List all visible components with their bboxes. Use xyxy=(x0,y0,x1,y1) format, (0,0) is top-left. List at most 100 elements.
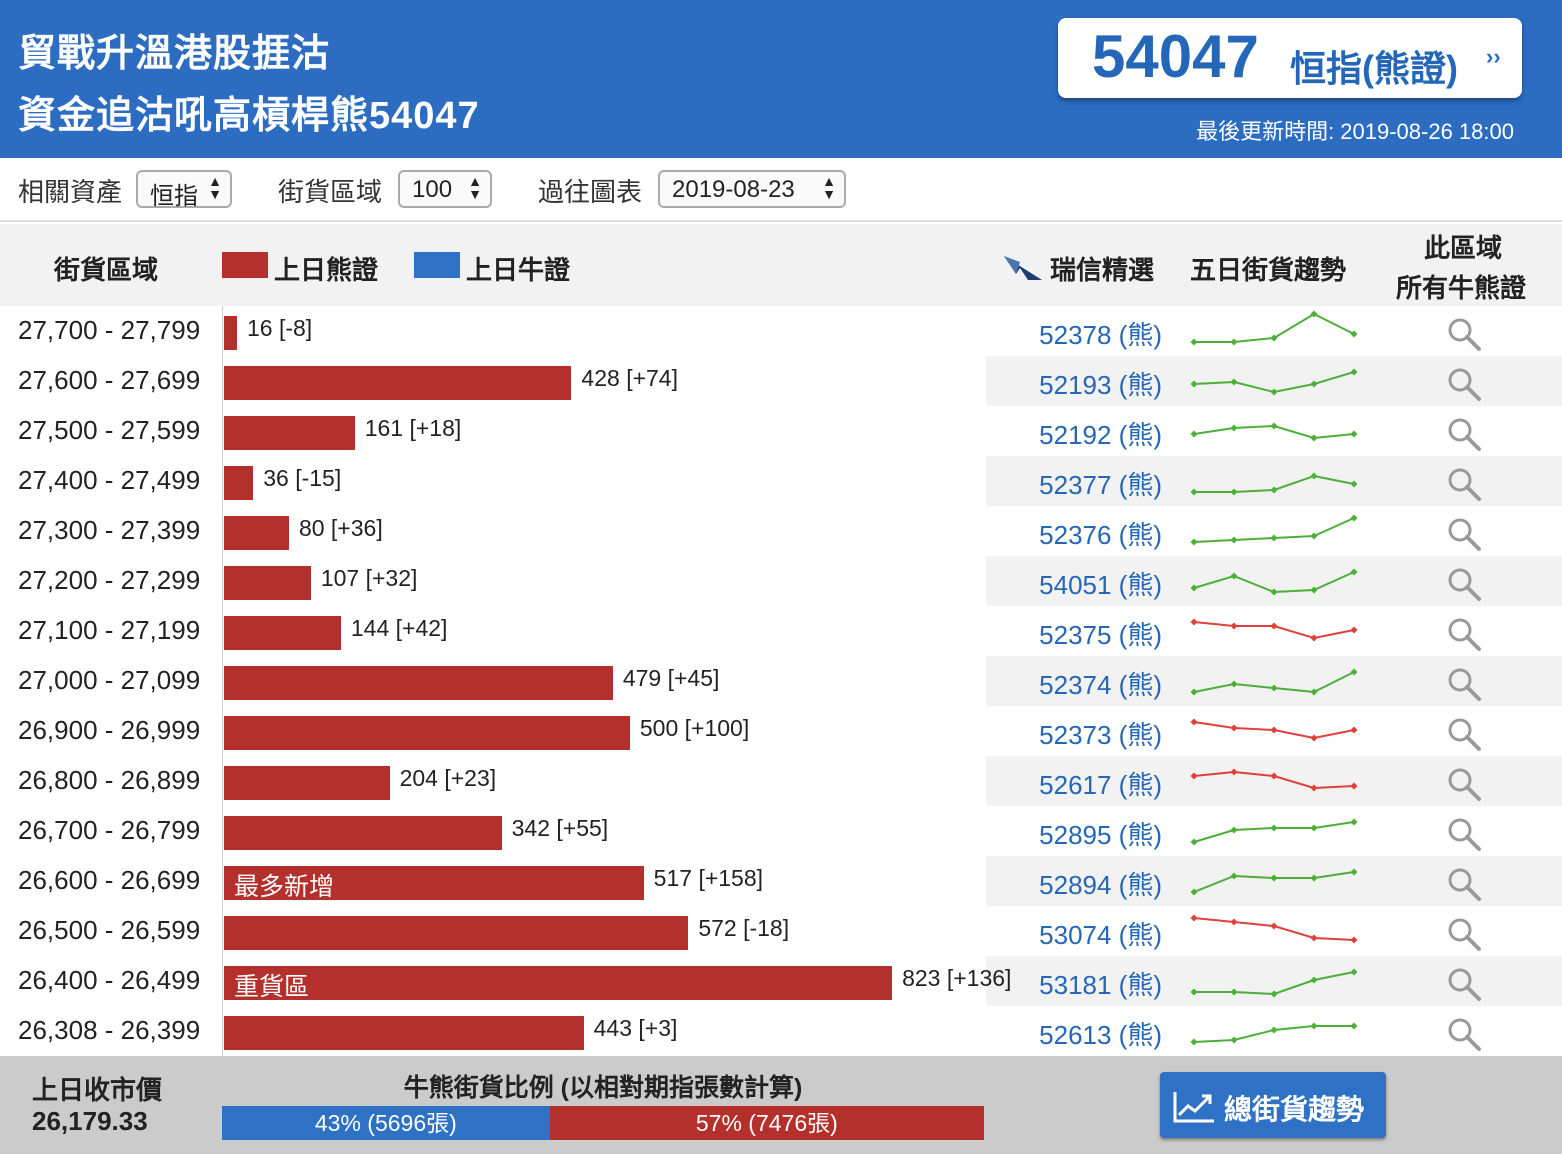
bear-legend-label: 上日熊證 xyxy=(274,255,379,285)
sparkline-point xyxy=(1230,338,1238,346)
headline-subtitle: 資金追沽吼高槓桿熊54047 xyxy=(18,95,480,137)
bar-value-label: 517 [+158] xyxy=(654,865,763,892)
chart-date-select[interactable]: 2019-08-23 ▲ ▼ xyxy=(658,170,846,208)
bar-tag-label: 最多新增 xyxy=(234,873,335,901)
sparkline-point xyxy=(1350,968,1358,976)
warrant-code-link[interactable]: 52613 (熊) xyxy=(1039,1020,1162,1050)
warrant-code-link[interactable]: 52895 (熊) xyxy=(1039,820,1162,850)
warrant-code-link[interactable]: 54051 (熊) xyxy=(1039,570,1162,600)
total-trend-button[interactable]: 總街貨趨勢 xyxy=(1160,1072,1386,1138)
bear-bar xyxy=(224,816,502,850)
sparkline-point xyxy=(1190,1038,1198,1046)
warrant-code-link[interactable]: 52192 (熊) xyxy=(1039,420,1162,450)
search-icon[interactable] xyxy=(1446,866,1482,902)
bar-value: 428 xyxy=(581,365,620,391)
sparkline-point xyxy=(1230,724,1238,732)
warrant-code-link[interactable]: 52373 (熊) xyxy=(1039,720,1162,750)
trend-sparkline xyxy=(1190,768,1358,792)
warrant-code-link[interactable]: 52375 (熊) xyxy=(1039,620,1162,650)
sparkline-point xyxy=(1310,784,1318,792)
sparkline-point xyxy=(1230,872,1238,880)
table-row: 27,200 - 27,299 107 [+32] 54051 (熊) xyxy=(0,556,1562,606)
sparkline-point xyxy=(1230,622,1238,630)
bear-bar xyxy=(224,616,341,650)
bar-value-label: 80 [+36] xyxy=(299,515,383,542)
warrant-code-link[interactable]: 52376 (熊) xyxy=(1039,520,1162,550)
bar-value: 342 xyxy=(511,815,550,841)
search-icon[interactable] xyxy=(1446,716,1482,752)
ubs-pick-column-header: 瑞信精選 xyxy=(1050,255,1155,285)
search-icon[interactable] xyxy=(1446,566,1482,602)
bar-value: 144 xyxy=(350,615,390,641)
search-icon[interactable] xyxy=(1446,916,1482,952)
bar-change: [+74] xyxy=(626,365,678,391)
search-icon[interactable] xyxy=(1446,966,1482,1002)
trend-sparkline xyxy=(1190,368,1358,396)
warrant-code-link[interactable]: 52378 (熊) xyxy=(1039,320,1162,350)
sparkline-point xyxy=(1270,990,1278,998)
search-icon[interactable] xyxy=(1446,466,1482,502)
search-icon[interactable] xyxy=(1446,316,1482,352)
sparkline-point xyxy=(1310,874,1318,882)
warrant-code-link[interactable]: 53074 (熊) xyxy=(1039,920,1162,950)
bar-value: 36 xyxy=(263,465,289,491)
zone-range-label: 27,200 - 27,299 xyxy=(18,565,201,595)
bar-value-label: 823 [+136] xyxy=(902,965,1011,992)
sparkline-point xyxy=(1270,726,1278,734)
bar-change: [+3] xyxy=(638,1015,678,1041)
bar-change: [+23] xyxy=(444,765,497,791)
search-icon[interactable] xyxy=(1446,666,1482,702)
bar-value: 161 xyxy=(364,415,404,441)
warrant-code-link[interactable]: 52894 (熊) xyxy=(1039,870,1162,900)
bar-value-label: 342 [+55] xyxy=(512,815,609,842)
sparkline-point xyxy=(1350,868,1358,876)
warrant-code-link[interactable]: 52617 (熊) xyxy=(1039,770,1162,800)
featured-warrant-name: 恒指(熊證) xyxy=(1290,48,1458,89)
warrant-code-link[interactable]: 53181 (熊) xyxy=(1039,970,1162,1000)
sparkline-point xyxy=(1230,572,1238,580)
bar-value: 204 xyxy=(399,765,438,791)
zone-column-header: 街貨區域 xyxy=(54,255,159,285)
zone-range-label: 27,700 - 27,799 xyxy=(18,315,201,345)
sparkline-point xyxy=(1270,486,1278,494)
search-icon[interactable] xyxy=(1446,416,1482,452)
trend-sparkline xyxy=(1190,472,1358,496)
table-row: 26,700 - 26,799 342 [+55] 52895 (熊) xyxy=(0,806,1562,856)
trend-sparkline xyxy=(1190,818,1358,846)
sparkline-point xyxy=(1350,936,1358,944)
bar-change: [+158] xyxy=(698,865,764,891)
asset-select[interactable]: 恒指 ▲ ▼ xyxy=(136,170,232,210)
bar-change: [-15] xyxy=(295,465,342,491)
zone-select[interactable]: 100 ▲ ▼ xyxy=(398,170,492,208)
bull-legend-label: 上日牛證 xyxy=(466,255,571,285)
bear-bar xyxy=(224,716,630,750)
sparkline-point xyxy=(1350,430,1358,438)
search-icon[interactable] xyxy=(1446,516,1482,552)
search-icon[interactable] xyxy=(1446,616,1482,652)
search-icon[interactable] xyxy=(1446,816,1482,852)
bar-change: [-8] xyxy=(278,315,313,341)
search-icon[interactable] xyxy=(1446,1016,1482,1052)
featured-warrant-button[interactable]: 54047 恒指(熊證) ›› xyxy=(1058,18,1522,98)
bar-value: 500 xyxy=(639,715,679,741)
bull-legend-swatch xyxy=(414,252,460,278)
search-icon[interactable] xyxy=(1446,366,1482,402)
table-row: 27,300 - 27,399 80 [+36] 52376 (熊) xyxy=(0,506,1562,556)
warrant-code-link[interactable]: 52377 (熊) xyxy=(1039,470,1162,500)
sparkline-point xyxy=(1270,388,1278,396)
zone-range-label: 27,000 - 27,099 xyxy=(18,665,201,695)
search-icon[interactable] xyxy=(1446,766,1482,802)
sparkline-point xyxy=(1270,824,1278,832)
bar-value: 517 xyxy=(653,865,693,891)
bear-bar xyxy=(224,766,390,800)
trend-sparkline xyxy=(1190,618,1358,642)
warrant-code-link[interactable]: 52374 (熊) xyxy=(1039,670,1162,700)
sparkline-point xyxy=(1350,330,1358,338)
warrant-code-link[interactable]: 52193 (熊) xyxy=(1039,370,1162,400)
bear-bar xyxy=(224,1016,584,1050)
zone-range-label: 26,600 - 26,699 xyxy=(18,865,201,895)
trend-sparkline xyxy=(1190,514,1358,546)
zone-range-label: 27,300 - 27,399 xyxy=(18,515,201,545)
trend-sparkline xyxy=(1190,868,1358,896)
sparkline-point xyxy=(1190,618,1198,626)
